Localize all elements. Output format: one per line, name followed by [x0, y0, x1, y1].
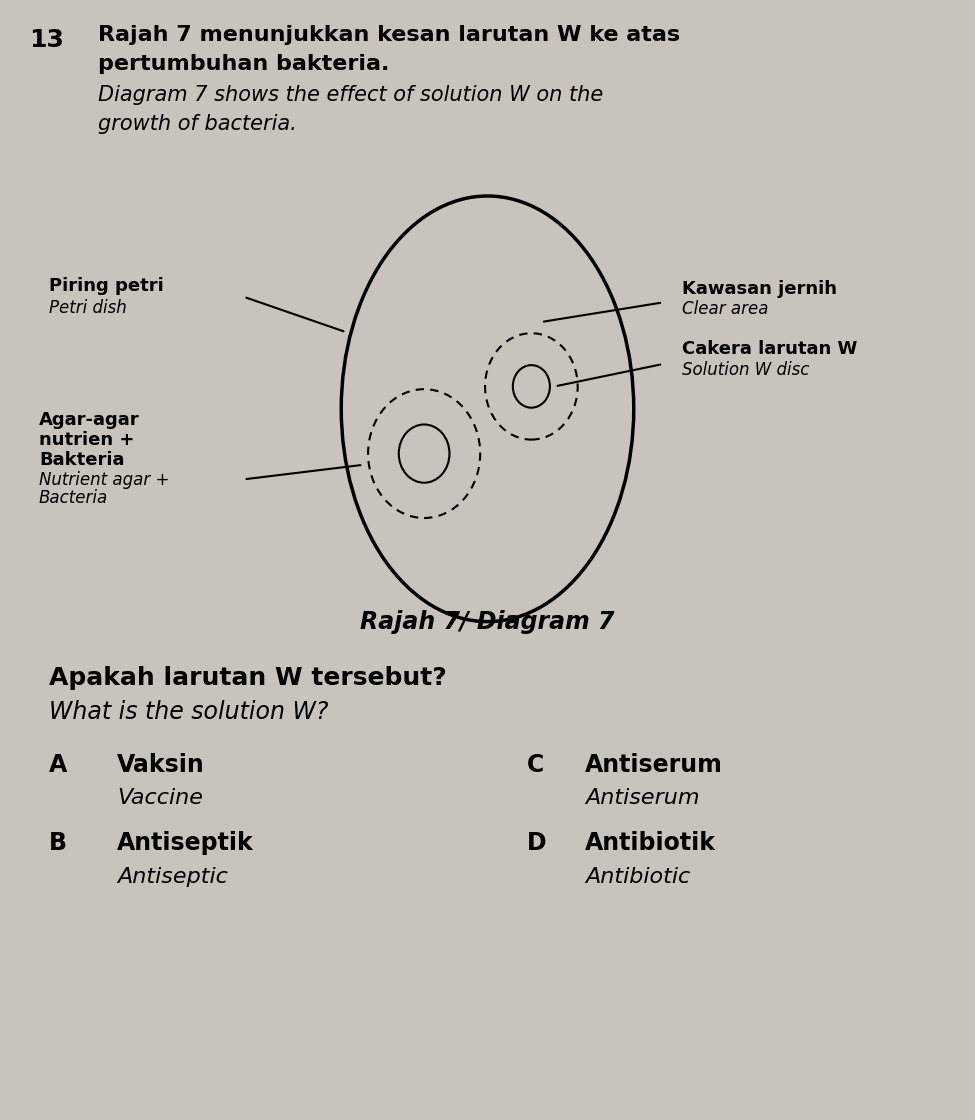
Text: A: A: [49, 753, 67, 776]
Text: Antiserum: Antiserum: [585, 788, 699, 809]
Text: Agar-agar: Agar-agar: [39, 411, 139, 429]
Text: Bakteria: Bakteria: [39, 451, 125, 469]
Text: Vaccine: Vaccine: [117, 788, 203, 809]
Text: Vaksin: Vaksin: [117, 753, 205, 776]
Text: Rajah 7/ Diagram 7: Rajah 7/ Diagram 7: [360, 609, 615, 634]
Text: 13: 13: [29, 28, 64, 52]
Text: Bacteria: Bacteria: [39, 489, 108, 507]
Text: Antibiotic: Antibiotic: [585, 867, 690, 887]
Text: Diagram 7 shows the effect of solution W on the: Diagram 7 shows the effect of solution W…: [98, 85, 603, 105]
Text: nutrien +: nutrien +: [39, 431, 135, 449]
Text: Rajah 7 menunjukkan kesan larutan W ke atas: Rajah 7 menunjukkan kesan larutan W ke a…: [98, 25, 680, 45]
Text: Clear area: Clear area: [682, 300, 769, 318]
Text: Petri dish: Petri dish: [49, 299, 127, 317]
Text: growth of bacteria.: growth of bacteria.: [98, 114, 296, 134]
Text: B: B: [49, 831, 66, 855]
Text: Nutrient agar +: Nutrient agar +: [39, 472, 170, 489]
Text: What is the solution W?: What is the solution W?: [49, 700, 329, 724]
Text: Piring petri: Piring petri: [49, 277, 164, 295]
Text: Apakah larutan W tersebut?: Apakah larutan W tersebut?: [49, 666, 447, 690]
Text: D: D: [526, 831, 546, 855]
Text: Solution W disc: Solution W disc: [682, 361, 810, 379]
Text: Antiseptic: Antiseptic: [117, 867, 228, 887]
Text: pertumbuhan bakteria.: pertumbuhan bakteria.: [98, 54, 389, 74]
Text: Antiseptik: Antiseptik: [117, 831, 254, 855]
Text: Kawasan jernih: Kawasan jernih: [682, 280, 838, 298]
Text: Cakera larutan W: Cakera larutan W: [682, 340, 858, 358]
Text: Antiserum: Antiserum: [585, 753, 722, 776]
Text: Antibiotik: Antibiotik: [585, 831, 716, 855]
Text: C: C: [526, 753, 544, 776]
